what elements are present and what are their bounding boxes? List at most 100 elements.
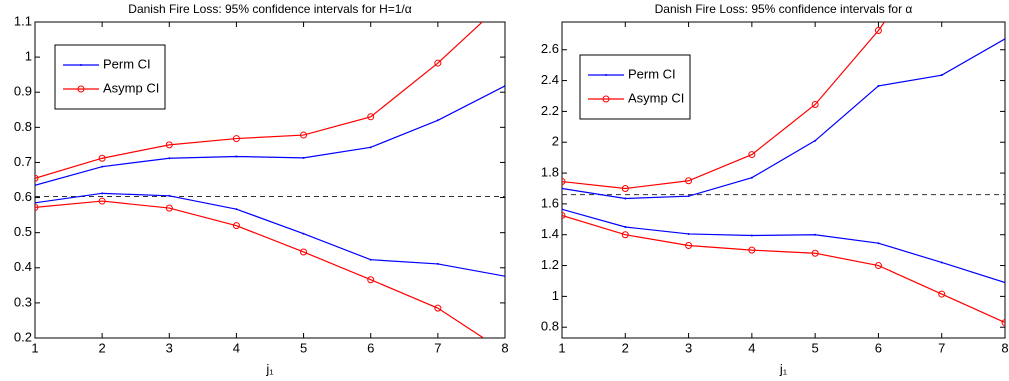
x-tick-label: 5 [300,340,307,355]
marker [750,176,753,179]
ci-line [562,38,1005,200]
marker [504,275,505,278]
marker [35,201,36,204]
y-tick-label: 2.6 [541,41,559,56]
ci-line [35,85,505,186]
marker [302,156,305,159]
legend-label: Asymp CI [103,80,159,95]
marker [168,157,171,160]
marker [35,174,39,182]
marker [1004,281,1005,284]
x-tick-label: 3 [685,340,692,355]
legend-marker [77,85,85,93]
marker [35,184,36,187]
ci-line [35,200,485,338]
marker [367,113,375,121]
marker [300,131,308,139]
marker [98,154,106,162]
marker [436,262,439,265]
plot [562,22,1005,327]
marker [101,192,104,195]
y-tick-label: 0.8 [14,119,32,134]
marker [938,290,946,298]
legend-marker [80,64,82,66]
y-tick-label: 0.5 [14,224,32,239]
marker [750,234,753,237]
ci-line [35,192,505,277]
y-tick-label: 1 [25,49,32,64]
legend-label: Perm CI [103,56,151,71]
marker [235,208,238,211]
marker [98,197,106,205]
marker [436,119,439,122]
plot [35,0,508,338]
y-tick-label: 1.8 [541,165,559,180]
x-tick-label: 2 [99,340,106,355]
x-tick-label: 7 [434,340,441,355]
x-axis-label: j₁ [779,361,788,376]
chart: Danish Fire Loss: 95% confidence interva… [541,2,1009,376]
marker [687,195,690,198]
x-tick-label: 8 [501,340,508,355]
marker [562,187,563,190]
y-tick-label: 2.4 [541,72,559,87]
marker [502,0,508,4]
y-tick-label: 0.4 [14,259,32,274]
chart-title: Danish Fire Loss: 95% confidence interva… [655,2,913,16]
marker [877,242,880,245]
marker [621,184,629,192]
x-tick-label: 2 [622,340,629,355]
y-tick-label: 1.4 [541,226,559,241]
marker [168,194,171,197]
marker [1001,319,1005,327]
legend-label: Asymp CI [628,90,684,105]
legend-marker [605,74,607,76]
y-tick-label: 1.2 [541,257,559,272]
marker [165,141,173,149]
y-tick-label: 0.7 [14,154,32,169]
marker [685,242,693,250]
marker [302,232,305,235]
ci-line [562,214,1005,324]
x-tick-label: 4 [748,340,755,355]
marker [687,232,690,235]
y-tick-label: 0.3 [14,294,32,309]
y-tick-label: 2.2 [541,103,559,118]
x-tick-label: 8 [1001,340,1008,355]
marker [811,249,819,257]
marker [814,233,817,236]
chart-title: Danish Fire Loss: 95% confidence interva… [128,2,411,16]
x-tick-label: 1 [31,340,38,355]
marker [874,262,882,270]
x-tick-label: 7 [938,340,945,355]
marker [621,231,629,239]
marker [300,248,308,256]
marker [504,84,505,87]
legend-label: Perm CI [628,66,676,81]
x-tick-label: 5 [812,340,819,355]
marker [940,261,943,264]
marker [35,203,39,211]
marker [369,258,372,261]
marker [562,208,563,211]
marker [232,135,240,143]
legend-marker [602,95,610,103]
marker [232,222,240,230]
marker [367,276,375,284]
marker [165,204,173,212]
marker [434,304,442,312]
marker [874,26,882,34]
marker [1004,37,1005,40]
ci-line [562,22,886,190]
marker [624,226,627,229]
y-tick-label: 0.2 [14,329,32,344]
marker [101,165,104,168]
y-tick-label: 1.1 [14,13,32,28]
x-axis-label: j₁ [265,361,274,376]
x-tick-label: 1 [558,340,565,355]
x-tick-label: 3 [166,340,173,355]
y-tick-label: 0.6 [14,189,32,204]
y-tick-label: 2 [552,134,559,149]
marker [562,211,566,219]
